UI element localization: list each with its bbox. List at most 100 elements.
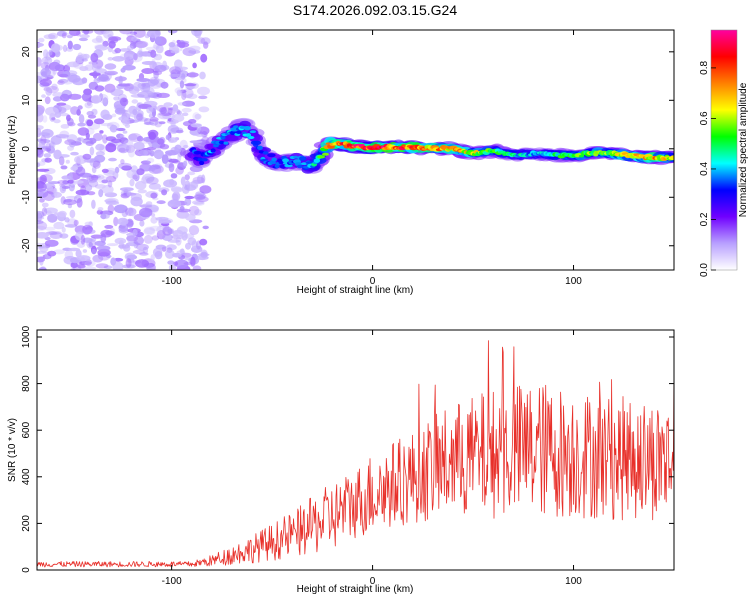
ridge-blob: [301, 162, 308, 166]
noise-speckle: [168, 42, 176, 48]
noise-speckle: [125, 258, 132, 268]
noise-speckle: [122, 64, 136, 71]
noise-speckle: [158, 219, 172, 224]
noise-speckle: [176, 129, 184, 134]
noise-speckle: [126, 235, 138, 242]
noise-speckle: [88, 175, 94, 182]
colorbar-gradient: [711, 30, 737, 270]
noise-speckle: [81, 30, 94, 34]
y-tick-label: -10: [21, 190, 32, 205]
noise-speckle: [53, 221, 65, 230]
ridge-blob: [235, 131, 242, 134]
noise-speckle: [44, 148, 52, 152]
noise-speckle: [90, 234, 104, 239]
noise-speckle: [139, 207, 153, 218]
noise-speckle: [148, 165, 162, 175]
noise-speckle: [91, 166, 97, 174]
ridge-blob: [257, 145, 263, 150]
noise-speckle: [107, 57, 114, 61]
noise-speckle: [104, 224, 114, 229]
noise-speckle: [61, 186, 70, 189]
noise-speckle: [45, 231, 58, 236]
colorbar-label: Normalized spectral amplitude: [738, 82, 749, 217]
noise-speckle: [75, 249, 82, 258]
noise-speckle: [160, 81, 169, 89]
noise-speckle: [122, 117, 130, 127]
ridge-blob: [193, 150, 202, 155]
noise-speckle: [38, 267, 47, 270]
noise-speckle: [73, 180, 84, 184]
noise-speckle: [57, 179, 70, 185]
y-tick-label: 10: [21, 94, 32, 106]
noise-speckle: [80, 185, 86, 195]
noise-speckle: [159, 144, 170, 150]
noise-speckle: [148, 131, 157, 140]
ridge-blob: [278, 160, 285, 165]
noise-speckle: [192, 112, 200, 121]
noise-speckle: [198, 106, 210, 113]
noise-speckle: [63, 199, 77, 206]
noise-speckle: [158, 136, 166, 145]
noise-speckle: [89, 146, 95, 156]
noise-speckle: [152, 247, 163, 257]
colorbar-tick-label: 0.6: [699, 111, 710, 125]
ridge-blob: [233, 125, 239, 128]
noise-speckle: [61, 227, 66, 233]
x-tick-label: -100: [162, 276, 182, 287]
noise-speckle: [165, 134, 171, 140]
noise-speckle: [167, 199, 182, 208]
noise-speckle: [66, 34, 73, 39]
noise-speckle: [37, 225, 47, 232]
noise-speckle: [198, 95, 208, 100]
noise-speckle: [120, 187, 134, 192]
noise-speckle: [45, 85, 59, 94]
ridge-blob: [258, 150, 265, 154]
noise-speckle: [86, 191, 96, 196]
noise-speckle: [169, 178, 175, 186]
noise-speckle: [128, 147, 135, 158]
ridge-blob: [199, 160, 205, 166]
noise-speckle: [69, 30, 81, 36]
noise-speckle: [90, 174, 99, 181]
noise-speckle: [196, 255, 209, 261]
snr-frame: [36, 329, 675, 571]
noise-speckle: [37, 106, 44, 116]
noise-speckle: [92, 160, 101, 169]
noise-speckle: [40, 67, 51, 78]
noise-speckle: [119, 30, 133, 35]
y-tick-label: 20: [21, 46, 32, 58]
noise-speckle: [94, 68, 107, 74]
noise-speckle: [79, 34, 90, 39]
noise-speckle: [102, 134, 108, 144]
noise-speckle: [141, 61, 156, 65]
noise-speckle: [169, 66, 182, 75]
noise-speckle: [41, 202, 49, 208]
noise-speckle: [150, 254, 155, 261]
noise-speckle: [46, 210, 52, 216]
noise-speckle: [107, 204, 115, 213]
noise-speckle: [50, 43, 61, 53]
noise-speckle: [94, 44, 107, 49]
noise-speckle: [120, 134, 125, 138]
x-tick-label: -100: [162, 576, 182, 587]
noise-speckle: [119, 97, 129, 107]
noise-speckle: [151, 142, 159, 149]
noise-speckle: [117, 217, 129, 226]
noise-speckle: [118, 162, 132, 170]
noise-speckle: [105, 175, 117, 183]
noise-speckle: [106, 243, 119, 247]
noise-speckle: [40, 174, 53, 183]
noise-speckle: [48, 49, 53, 56]
noise-speckle: [174, 59, 183, 69]
snr-y-label: SNR (10 * v/v): [7, 418, 18, 482]
ridge-blob: [271, 157, 277, 162]
noise-speckle: [130, 212, 136, 217]
noise-speckle: [148, 81, 163, 89]
colorbar-tick-label: 0.4: [699, 162, 710, 176]
noise-speckle: [150, 49, 157, 58]
snr-x-label: Height of straight line (km): [297, 584, 414, 595]
noise-speckle: [119, 137, 129, 145]
noise-speckle: [168, 73, 183, 77]
noise-speckle: [53, 249, 65, 255]
